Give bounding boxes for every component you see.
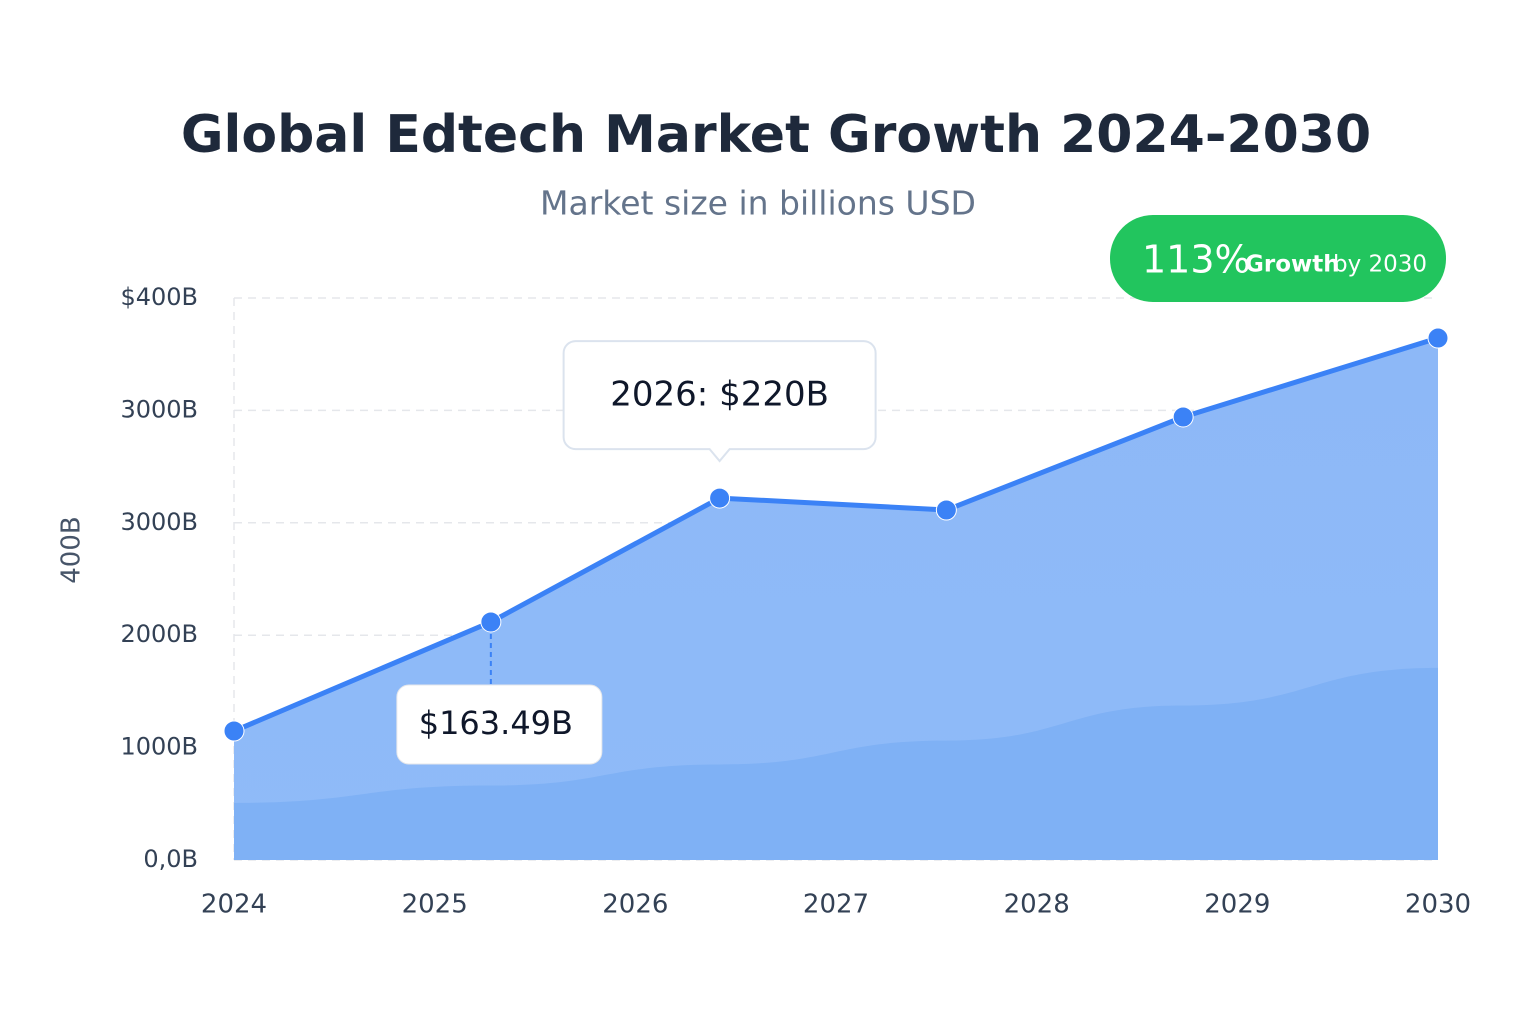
callout-text: $163.49B: [419, 704, 573, 742]
badge-label: Growth: [1245, 252, 1340, 278]
x-tick-label: 2030: [1405, 890, 1471, 920]
badge: 113% Growth by 2030: [1110, 215, 1446, 302]
badge-background: [1110, 215, 1446, 302]
data-point: [935, 499, 957, 521]
badge-value: 113%: [1142, 238, 1251, 282]
callout: $163.49B: [396, 684, 603, 765]
y-tick-label: 3000B: [120, 508, 198, 536]
area: [234, 667, 1438, 860]
x-tick-label: 2028: [1004, 890, 1070, 920]
callout-text: 2026: $220B: [610, 375, 829, 415]
callout-box: [562, 340, 877, 463]
data-point: [1427, 327, 1449, 349]
data-point: [480, 611, 502, 633]
plot-area: 0,0B 1000B 2000B 3000B 3000B $400B 2024 2025 202…: [120, 283, 1471, 920]
chart-subtitle: Market size in billions USD: [540, 184, 976, 223]
y-tick-label: $400B: [120, 283, 198, 311]
x-tick-label: 2025: [402, 890, 468, 920]
callout: 2026: $220B: [562, 340, 877, 463]
data-point: [223, 720, 245, 742]
y-axis-label: 400B: [57, 516, 87, 583]
callout-box: [396, 684, 603, 765]
data-point: [1172, 406, 1194, 428]
y-tick-label: 0,0B: [143, 845, 198, 873]
chart-title: Global Edtech Market Growth 2024-2030: [181, 105, 1371, 165]
x-tick-label: 2026: [602, 890, 668, 920]
data-point: [709, 487, 731, 509]
x-tick-label: 2024: [201, 890, 267, 920]
x-tick-label: 2029: [1204, 890, 1270, 920]
x-tick-label: 2027: [803, 890, 869, 920]
line: [233, 335, 1439, 734]
y-tick-label: 1000B: [120, 733, 198, 761]
badge-suffix: by 2030: [1333, 252, 1427, 278]
y-tick-label: 3000B: [120, 395, 198, 423]
y-tick-label: 2000B: [120, 620, 198, 648]
